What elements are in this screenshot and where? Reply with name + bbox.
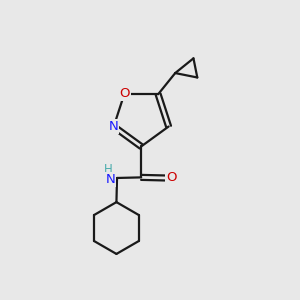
Text: H: H [104, 163, 112, 176]
Text: O: O [167, 172, 177, 184]
Text: O: O [119, 87, 130, 100]
Text: N: N [106, 173, 116, 186]
Text: N: N [108, 120, 118, 133]
